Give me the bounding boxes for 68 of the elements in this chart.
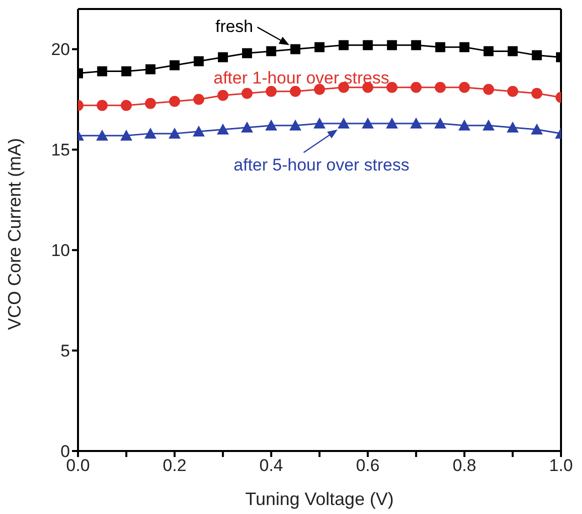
point [531, 88, 542, 99]
point [434, 118, 446, 129]
point [289, 120, 302, 131]
point [507, 86, 518, 97]
point [265, 120, 278, 131]
point [144, 128, 156, 139]
legend-label: fresh [215, 17, 254, 36]
point [530, 124, 543, 135]
point [290, 44, 300, 54]
x-tick-label: 1.0 [549, 456, 573, 476]
y-tick-label: 15 [51, 140, 70, 160]
point [338, 40, 349, 50]
point [121, 66, 132, 76]
point [362, 118, 374, 129]
series-label: after 5-hour over stress [234, 156, 410, 175]
point [216, 124, 229, 135]
point [459, 42, 470, 52]
point [410, 82, 422, 93]
point [192, 126, 205, 137]
point [96, 130, 108, 141]
x-axis-title: Tuning Voltage (V) [245, 489, 394, 509]
point [217, 90, 228, 101]
point [242, 48, 252, 58]
series-label: after 1-hour over stress [214, 68, 390, 88]
x-tick-label: 0.2 [162, 456, 186, 476]
point [120, 130, 132, 141]
point [435, 42, 446, 52]
point [266, 46, 276, 56]
point [458, 120, 470, 131]
point [410, 118, 422, 129]
point [290, 86, 301, 97]
y-tick-label: 10 [51, 241, 70, 260]
point [194, 56, 204, 66]
point [386, 118, 398, 129]
point [484, 46, 494, 56]
point [314, 118, 326, 129]
point [241, 122, 254, 133]
point [96, 100, 108, 111]
x-tick-label: 0.0 [66, 456, 90, 476]
point [145, 64, 156, 74]
point [314, 84, 325, 95]
point [338, 118, 350, 129]
point [218, 52, 228, 62]
point [169, 96, 180, 107]
x-tick-label: 0.6 [356, 456, 380, 476]
y-tick-label: 20 [51, 40, 70, 60]
x-tick-label: 0.8 [452, 456, 476, 476]
point [266, 86, 277, 97]
point [193, 94, 204, 105]
point [532, 50, 542, 60]
point [458, 82, 470, 93]
point [434, 82, 446, 93]
x-tick-label: 0.4 [259, 456, 284, 476]
point [411, 40, 422, 50]
point [362, 40, 373, 50]
point [97, 66, 108, 76]
point [482, 120, 495, 131]
point [144, 98, 156, 109]
point [168, 128, 181, 139]
point [120, 100, 132, 111]
point [314, 42, 324, 52]
y-tick-label: 5 [60, 342, 70, 361]
point [506, 122, 519, 133]
point [508, 46, 518, 56]
point [242, 88, 253, 99]
point [386, 40, 397, 50]
point [483, 84, 494, 95]
point [170, 60, 180, 70]
